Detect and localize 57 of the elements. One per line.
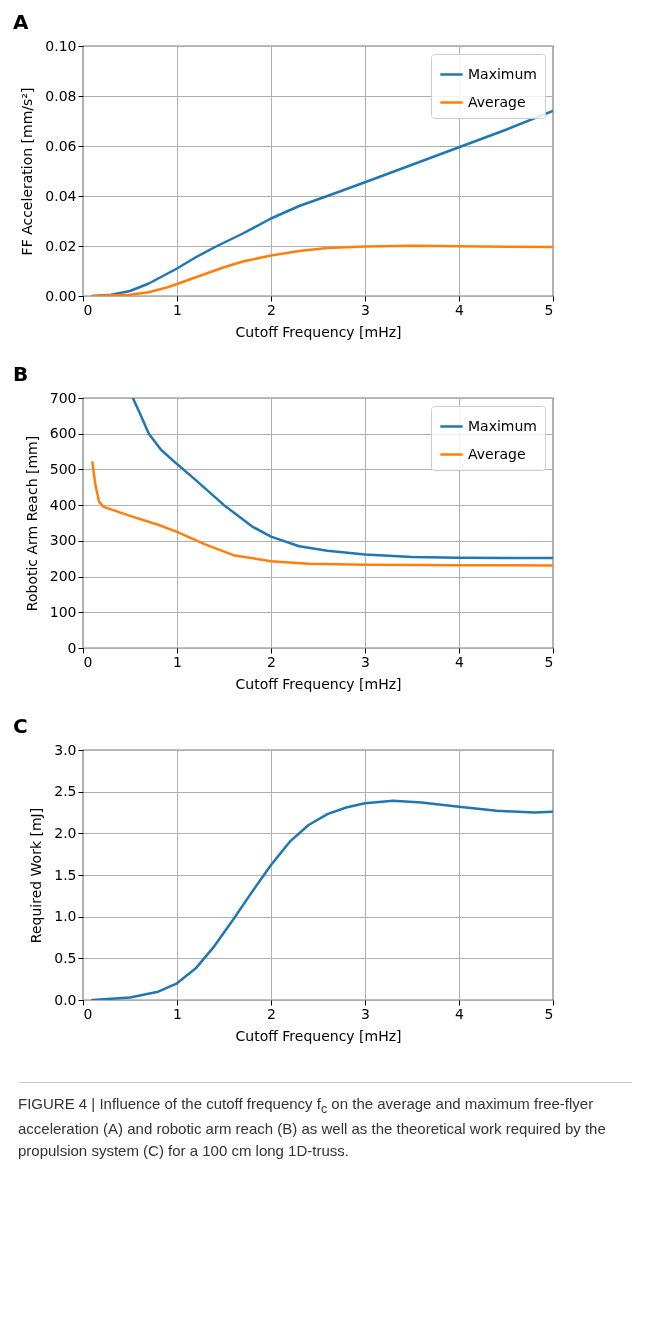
legend-label: Maximum: [468, 65, 537, 82]
legend-label: Average: [468, 93, 526, 110]
x-tick-label: 0: [83, 653, 93, 670]
x-tick-label: 4: [455, 1005, 465, 1022]
y-tick-label: 0.00: [45, 287, 77, 304]
y-axis-title: FF Acceleration [mm/s²]: [19, 87, 36, 256]
x-axis-title: Cutoff Frequency [mHz]: [235, 1027, 402, 1044]
y-tick-label: 2.5: [54, 783, 77, 800]
y-tick-label: 1.0: [54, 908, 77, 925]
y-tick-label: 0: [67, 639, 77, 656]
legend-label: Average: [468, 445, 526, 462]
y-tick-label: 0.04: [45, 187, 77, 204]
y-tick-label: 0.10: [45, 37, 77, 54]
x-tick-label: 0: [83, 1005, 93, 1022]
y-tick-label: 700: [49, 389, 77, 406]
y-tick-label: 300: [49, 532, 77, 549]
x-tick-label: 2: [267, 653, 276, 670]
x-tick-label: 1: [173, 301, 182, 318]
chart-title: B: [13, 362, 29, 386]
y-tick-label: 2.0: [54, 824, 77, 841]
chart-title: A: [13, 10, 29, 34]
legend-label: Maximum: [468, 417, 537, 434]
y-tick-label: 500: [49, 460, 77, 477]
x-tick-label: 5: [544, 301, 554, 318]
x-axis-title: Cutoff Frequency [mHz]: [235, 675, 402, 692]
line-series: [91, 244, 553, 296]
x-tick-label: 3: [361, 301, 370, 318]
y-tick-label: 0.5: [54, 949, 77, 966]
x-tick-label: 4: [455, 301, 465, 318]
x-tick-label: 2: [267, 1005, 276, 1022]
y-tick-label: 1.5: [54, 866, 77, 883]
y-tick-label: 400: [49, 496, 77, 513]
x-tick-label: 1: [173, 1005, 182, 1022]
y-tick-label: 0.08: [45, 87, 77, 104]
y-tick-label: 0.06: [45, 137, 77, 154]
x-tick-label: 3: [361, 653, 370, 670]
x-tick-label: 1: [173, 653, 182, 670]
y-axis-title: Required Work [mJ]: [28, 807, 45, 944]
line-series: [131, 398, 553, 560]
x-tick-label: 4: [455, 653, 465, 670]
caption: FIGURE 4 | Influence of the cutoff frequency f$_{c}$ on the average and maximum free-flyer acceleration (A) and robotic arm reach (B) as well as the theoretical work required by the propulsion system (C) for a 100 cm long 1D-truss.: [18, 1082, 632, 1162]
x-tick-label: 5: [544, 653, 554, 670]
x-axis-title: Cutoff Frequency [mHz]: [235, 323, 402, 340]
line-series: [91, 799, 553, 1000]
x-tick-label: 3: [361, 1005, 370, 1022]
chart-title: C: [13, 714, 28, 738]
y-tick-label: 200: [49, 568, 77, 585]
x-tick-label: 5: [544, 1005, 554, 1022]
y-tick-label: 100: [49, 603, 77, 620]
y-tick-label: 3.0: [54, 741, 77, 758]
x-tick-label: 2: [267, 301, 276, 318]
y-tick-label: 0.0: [54, 991, 77, 1008]
y-tick-label: 0.02: [45, 237, 77, 254]
x-tick-label: 0: [83, 301, 93, 318]
line-series: [91, 461, 553, 567]
y-axis-title: Robotic Arm Reach [mm]: [23, 435, 40, 612]
y-tick-label: 600: [49, 425, 77, 442]
